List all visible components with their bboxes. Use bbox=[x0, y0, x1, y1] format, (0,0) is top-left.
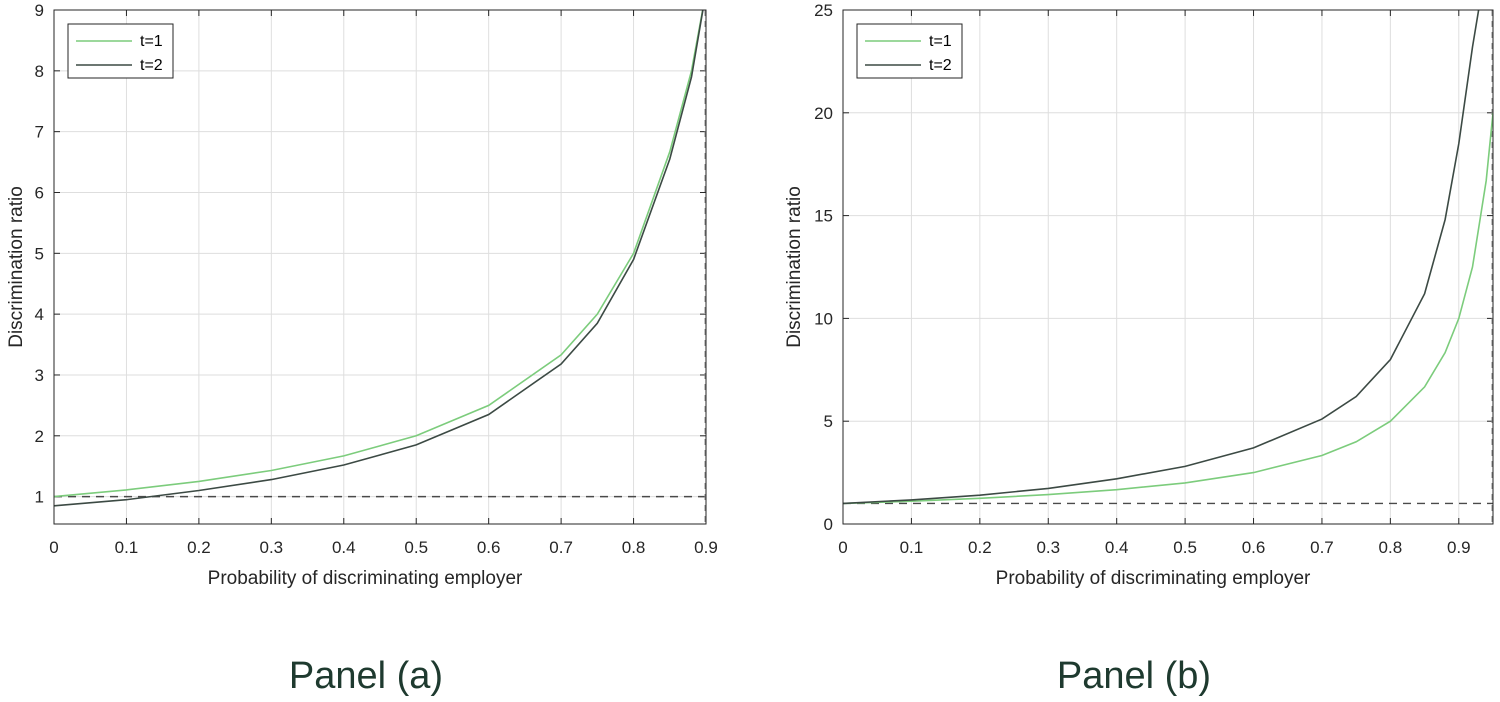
legend-box bbox=[67, 23, 174, 79]
y-axis-label: Discrimination ratio bbox=[784, 186, 805, 348]
y-tick-label: 5 bbox=[824, 412, 833, 431]
y-tick-label: 0 bbox=[824, 515, 833, 534]
x-tick-label: 0.1 bbox=[900, 538, 924, 557]
x-tick-label: 0.1 bbox=[115, 538, 139, 557]
x-tick-label: 0.9 bbox=[1447, 538, 1471, 557]
panel-a-chart: 0 0.1 0.2 0.3 0.4 0.5 0.6 0.7 0.8 0.9 1 2 3 4 5 6 7 8 9 Pro… bbox=[6, 1, 718, 589]
y-tick-label: 4 bbox=[35, 305, 44, 324]
x-tick-label: 0.4 bbox=[1105, 538, 1129, 557]
legend: t=1t=2 bbox=[856, 23, 963, 79]
x-tick-label: 0.7 bbox=[1310, 538, 1334, 557]
x-tick-label: 0.5 bbox=[1173, 538, 1197, 557]
y-tick-label: 15 bbox=[814, 207, 833, 226]
x-tick-label: 0.6 bbox=[477, 538, 501, 557]
y-tick-label: 9 bbox=[35, 1, 44, 20]
legend-label: t=2 bbox=[929, 57, 952, 74]
x-tick-label: 0.2 bbox=[187, 538, 211, 557]
series-line-t=1 bbox=[843, 112, 1493, 505]
x-tick-label: 0.3 bbox=[260, 538, 284, 557]
panel-b-caption: Panel (b) bbox=[1057, 655, 1211, 697]
y-tick-label: 2 bbox=[35, 427, 44, 446]
x-tick-label: 0.8 bbox=[622, 538, 646, 557]
x-tick-label: 0.4 bbox=[332, 538, 356, 557]
y-tick-label: 5 bbox=[35, 244, 44, 263]
series-line-t=2 bbox=[843, 10, 1480, 505]
x-tick-label: 0.7 bbox=[549, 538, 573, 557]
series-line-t=1 bbox=[54, 10, 704, 498]
y-tick-label: 3 bbox=[35, 366, 44, 385]
y-tick-label: 20 bbox=[814, 104, 833, 123]
series-line-t=2 bbox=[54, 10, 704, 507]
y-tick-label: 25 bbox=[814, 1, 833, 20]
x-tick-label: 0 bbox=[838, 538, 847, 557]
y-tick-label: 10 bbox=[814, 309, 833, 328]
plot-frame bbox=[53, 9, 707, 525]
x-axis-label: Probability of discriminating employer bbox=[996, 568, 1311, 589]
y-tick-label: 7 bbox=[35, 123, 44, 142]
plot-frame bbox=[842, 9, 1494, 525]
y-axis-label: Discrimination ratio bbox=[6, 186, 27, 348]
x-tick-label: 0.2 bbox=[968, 538, 992, 557]
x-tick-label: 0.6 bbox=[1242, 538, 1266, 557]
legend-label: t=2 bbox=[140, 57, 163, 74]
x-tick-label: 0.5 bbox=[404, 538, 428, 557]
legend-box bbox=[856, 23, 963, 79]
legend-label: t=1 bbox=[929, 33, 952, 50]
legend: t=1t=2 bbox=[67, 23, 174, 79]
y-tick-label: 8 bbox=[35, 62, 44, 81]
x-tick-label: 0.9 bbox=[694, 538, 718, 557]
legend-label: t=1 bbox=[140, 33, 163, 50]
panel-a-caption: Panel (a) bbox=[289, 655, 443, 697]
x-tick-label: 0 bbox=[49, 538, 58, 557]
panel-b-chart: 0 0.1 0.2 0.3 0.4 0.5 0.6 0.7 0.8 0.9 0 5 10 15 20 25 Pr… bbox=[784, 1, 1494, 589]
x-tick-label: 0.3 bbox=[1036, 538, 1060, 557]
y-tick-label: 1 bbox=[35, 488, 44, 507]
x-axis-label: Probability of discriminating employer bbox=[208, 568, 523, 589]
x-tick-label: 0.8 bbox=[1379, 538, 1403, 557]
y-tick-label: 6 bbox=[35, 183, 44, 202]
